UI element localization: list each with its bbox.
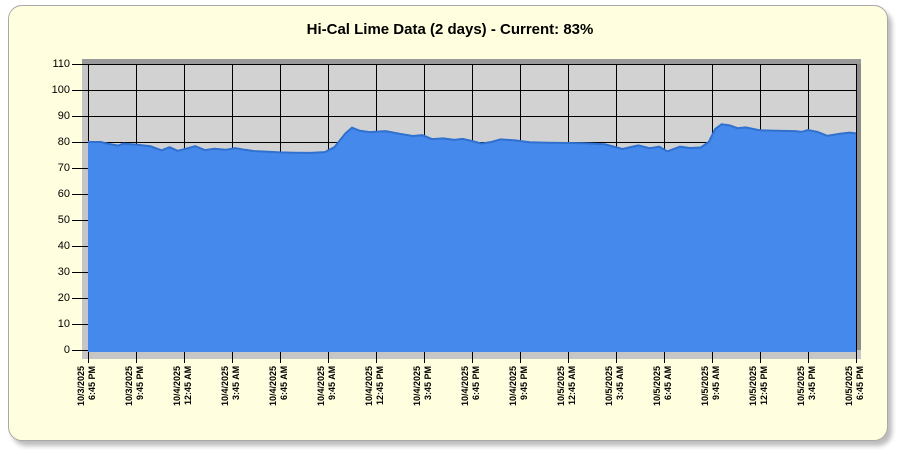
x-axis-label: 10/5/2025 9:45 AM: [700, 366, 721, 407]
y-axis-label: 30: [57, 266, 70, 278]
plot-wall-top: [82, 59, 861, 64]
plot-wall-bottom: [82, 350, 861, 359]
x-axis-label: 10/5/2025 3:45 PM: [796, 366, 817, 407]
x-axis-label: 10/5/2025 12:45 AM: [556, 366, 577, 407]
x-axis-label: 10/5/2025 6:45 AM: [652, 366, 673, 407]
x-axis-label: 10/3/2025 6:45 PM: [76, 366, 97, 407]
y-axis-label: 10: [57, 318, 70, 330]
series-area-edge: [88, 123, 857, 154]
x-axis-label: 10/4/2025 9:45 AM: [316, 366, 337, 407]
y-axis-label: 70: [57, 162, 70, 174]
x-axis-label: 10/4/2025 12:45 AM: [172, 366, 193, 407]
x-axis-label: 10/5/2025 3:45 AM: [604, 366, 625, 407]
y-axis-label: 100: [51, 84, 70, 96]
y-axis-label: 110: [52, 58, 70, 70]
x-axis-label: 10/3/2025 9:45 PM: [124, 366, 145, 407]
x-axis-label: 10/4/2025 6:45 AM: [268, 366, 289, 407]
plot-wall-right: [856, 64, 861, 350]
x-axis-label: 10/4/2025 6:45 PM: [460, 366, 481, 407]
x-axis-label: 10/4/2025 3:45 AM: [220, 366, 241, 407]
x-axis-label: 10/5/2025 12:45 PM: [748, 366, 769, 407]
x-axis-label: 10/4/2025 9:45 PM: [508, 366, 529, 407]
x-axis-label: 10/4/2025 12:45 PM: [364, 366, 385, 407]
y-axis-label: 40: [57, 240, 70, 252]
y-axis-label: 80: [57, 136, 70, 148]
x-axis-label: 10/5/2025 6:45 PM: [844, 366, 865, 407]
plot-wall-left: [82, 64, 88, 350]
y-axis-label: 90: [57, 110, 70, 122]
x-axis-label: 10/4/2025 3:45 PM: [412, 366, 433, 407]
y-axis-label: 20: [57, 292, 70, 304]
y-axis-label: 0: [63, 344, 70, 356]
y-axis-label: 50: [57, 214, 70, 226]
chart-title: Hi-Cal Lime Data (2 days) - Current: 83%: [306, 21, 594, 38]
y-axis-label: 60: [57, 188, 70, 200]
series-area-fill: [88, 124, 856, 352]
